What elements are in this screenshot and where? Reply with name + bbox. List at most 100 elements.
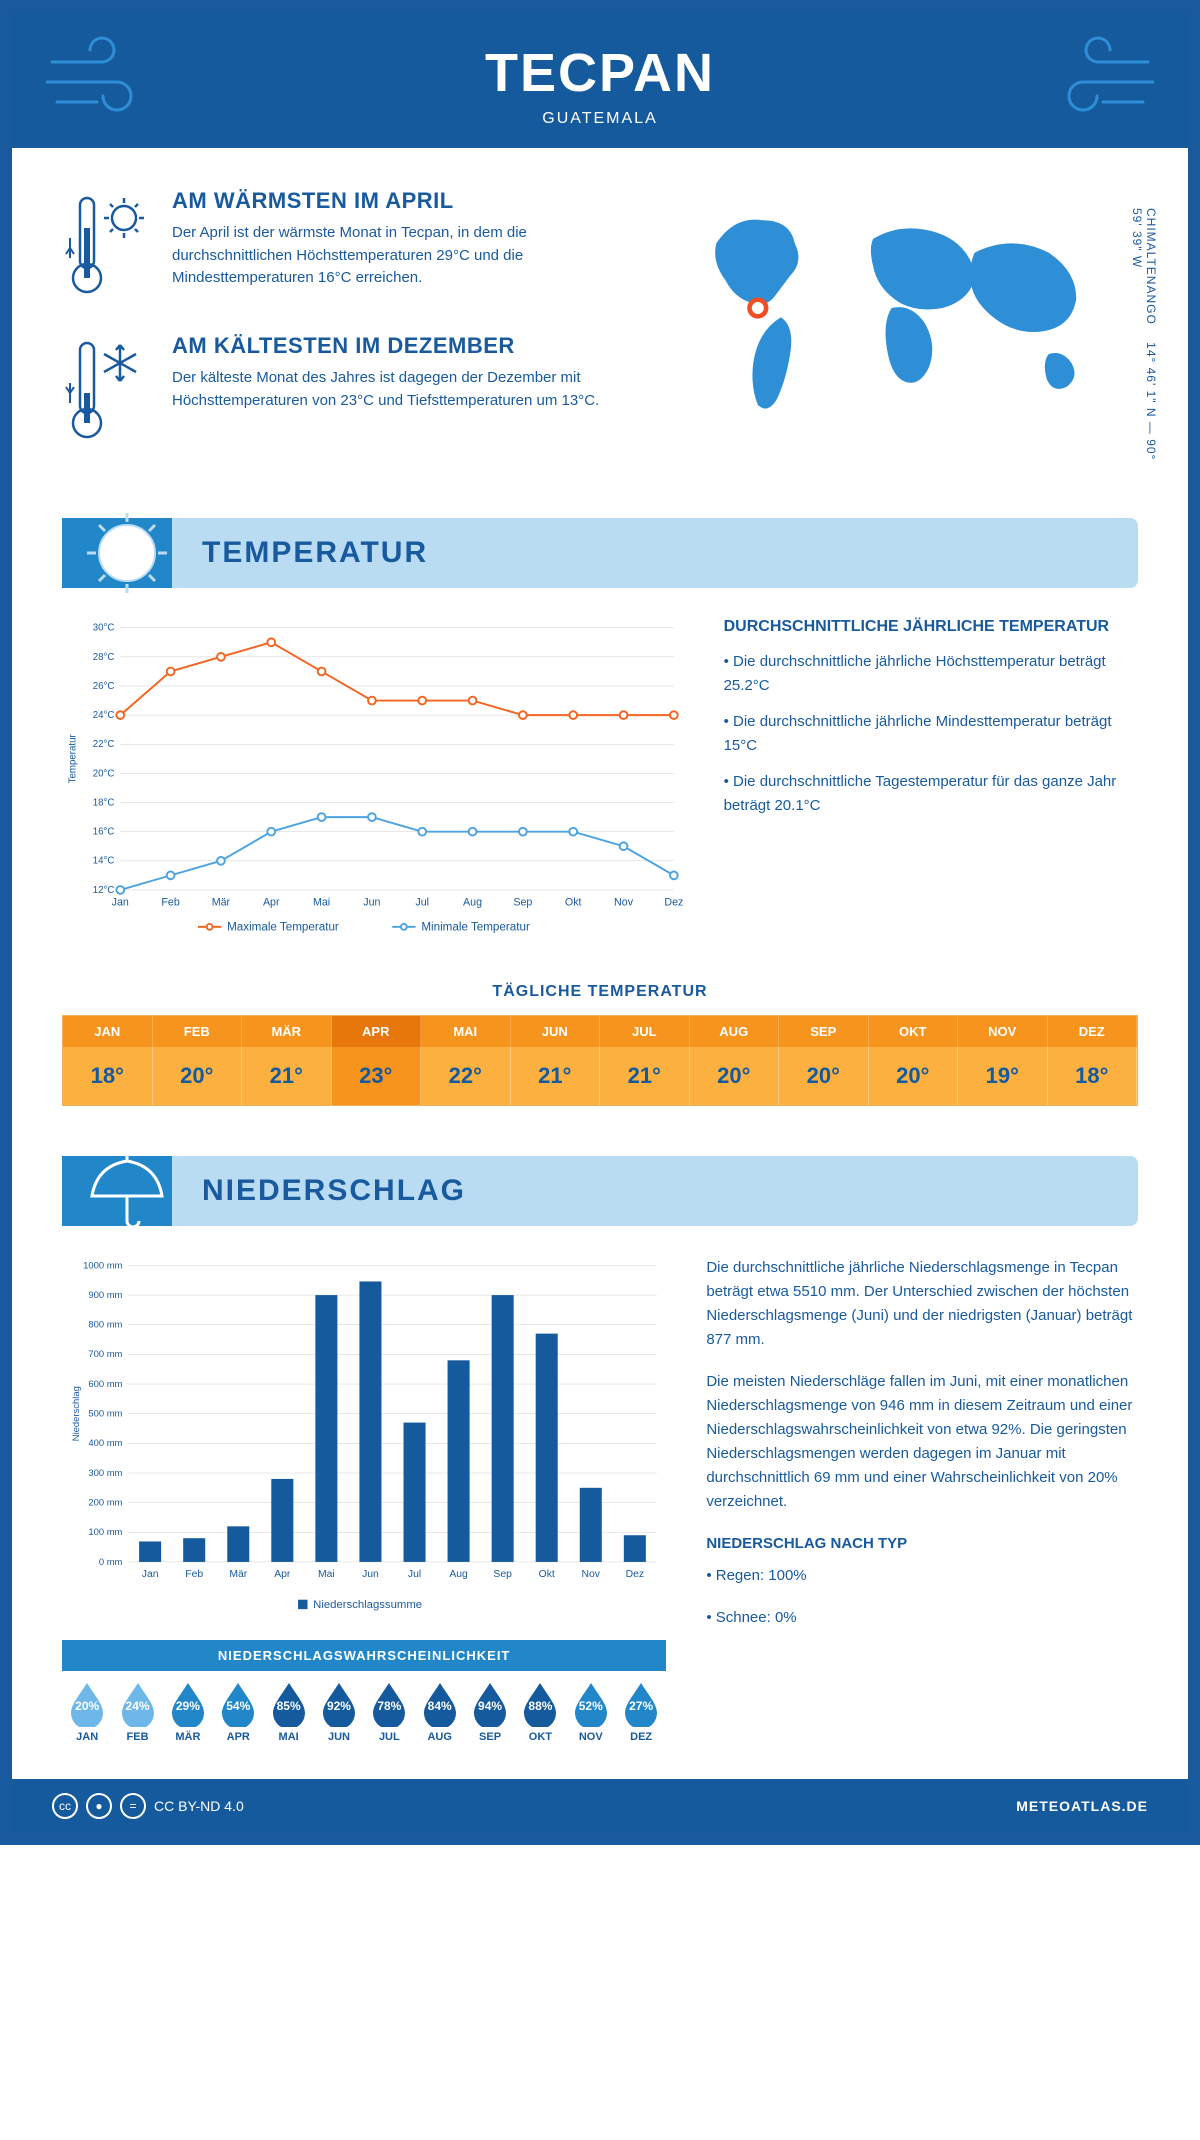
nd-icon: = bbox=[120, 1793, 146, 1819]
svg-text:0 mm: 0 mm bbox=[99, 1557, 123, 1568]
svg-text:Okt: Okt bbox=[565, 896, 582, 908]
daily-temp-heading: TÄGLICHE TEMPERATUR bbox=[62, 983, 1138, 1001]
svg-text:Sep: Sep bbox=[513, 896, 532, 908]
svg-text:Minimale Temperatur: Minimale Temperatur bbox=[421, 921, 530, 934]
svg-text:22°C: 22°C bbox=[93, 739, 115, 750]
svg-text:Dez: Dez bbox=[664, 896, 683, 908]
svg-text:Jul: Jul bbox=[415, 896, 429, 908]
table-cell: 20° bbox=[690, 1047, 780, 1105]
table-header: MAI bbox=[421, 1016, 511, 1047]
table-header: JUL bbox=[600, 1016, 690, 1047]
page-subtitle: GUATEMALA bbox=[32, 110, 1168, 128]
svg-text:Temperatur: Temperatur bbox=[68, 734, 79, 784]
umbrella-icon bbox=[82, 1146, 172, 1236]
table-header: OKT bbox=[869, 1016, 959, 1047]
table-header: APR bbox=[332, 1016, 422, 1047]
probability-cell: 29% MÄR bbox=[163, 1671, 213, 1749]
coldest-text: Der kälteste Monat des Jahres ist dagege… bbox=[172, 367, 605, 412]
svg-text:16°C: 16°C bbox=[93, 827, 115, 838]
raindrop-icon: 24% bbox=[119, 1681, 157, 1727]
section-header-temperature: TEMPERATUR bbox=[62, 518, 1138, 588]
temperature-line-chart: 12°C14°C16°C18°C20°C22°C24°C26°C28°C30°C… bbox=[62, 618, 684, 948]
svg-text:Maximale Temperatur: Maximale Temperatur bbox=[227, 921, 339, 934]
wind-icon bbox=[42, 32, 152, 122]
probability-cell: 84% AUG bbox=[415, 1671, 465, 1749]
svg-text:Niederschlagssumme: Niederschlagssumme bbox=[313, 1599, 422, 1611]
raindrop-icon: 54% bbox=[219, 1681, 257, 1727]
probability-cell: 94% SEP bbox=[465, 1671, 515, 1749]
header: TECPAN GUATEMALA bbox=[12, 12, 1188, 148]
table-cell: 20° bbox=[153, 1047, 243, 1105]
table-header: DEZ bbox=[1048, 1016, 1138, 1047]
license: cc ● = CC BY-ND 4.0 bbox=[52, 1793, 244, 1819]
probability-cell: 27% DEZ bbox=[616, 1671, 666, 1749]
svg-text:500 mm: 500 mm bbox=[88, 1409, 122, 1420]
probability-cell: 85% MAI bbox=[263, 1671, 313, 1749]
table-cell: 22° bbox=[421, 1047, 511, 1105]
svg-text:Dez: Dez bbox=[626, 1569, 644, 1580]
svg-text:Jun: Jun bbox=[362, 1569, 379, 1580]
svg-text:Nov: Nov bbox=[582, 1569, 601, 1580]
footer: cc ● = CC BY-ND 4.0 METEOATLAS.DE bbox=[12, 1779, 1188, 1833]
raindrop-icon: 29% bbox=[169, 1681, 207, 1727]
svg-text:30°C: 30°C bbox=[93, 623, 115, 634]
svg-text:20°C: 20°C bbox=[93, 768, 115, 779]
warmest-text: Der April ist der wärmste Monat in Tecpa… bbox=[172, 222, 605, 290]
svg-text:Jan: Jan bbox=[112, 896, 129, 908]
coordinates: CHIMALTENANGO 14° 46' 1" N — 90° 59' 39"… bbox=[1130, 208, 1158, 478]
svg-text:Mai: Mai bbox=[318, 1569, 335, 1580]
svg-text:28°C: 28°C bbox=[93, 652, 115, 663]
raindrop-icon: 20% bbox=[68, 1681, 106, 1727]
probability-cell: 88% OKT bbox=[515, 1671, 565, 1749]
probability-heading: NIEDERSCHLAGSWAHRSCHEINLICHKEIT bbox=[62, 1640, 666, 1671]
raindrop-icon: 92% bbox=[320, 1681, 358, 1727]
infographic-page: TECPAN GUATEMALA AM WÄRMSTEN IM APRIL De… bbox=[0, 0, 1200, 1845]
svg-text:600 mm: 600 mm bbox=[88, 1379, 122, 1390]
by-icon: ● bbox=[86, 1793, 112, 1819]
page-title: TECPAN bbox=[32, 42, 1168, 104]
table-cell: 18° bbox=[63, 1047, 153, 1105]
wind-icon bbox=[1048, 32, 1158, 122]
svg-text:400 mm: 400 mm bbox=[88, 1438, 122, 1449]
svg-text:Jun: Jun bbox=[363, 896, 380, 908]
warmest-title: AM WÄRMSTEN IM APRIL bbox=[172, 188, 605, 214]
svg-text:Apr: Apr bbox=[263, 896, 280, 908]
table-header: JAN bbox=[63, 1016, 153, 1047]
svg-text:200 mm: 200 mm bbox=[88, 1498, 122, 1509]
site-name: METEOATLAS.DE bbox=[1016, 1798, 1148, 1814]
svg-text:Mär: Mär bbox=[212, 896, 231, 908]
table-header: NOV bbox=[958, 1016, 1048, 1047]
probability-cell: 78% JUL bbox=[364, 1671, 414, 1749]
svg-text:26°C: 26°C bbox=[93, 681, 115, 692]
thermometer-hot-icon bbox=[62, 188, 152, 303]
probability-cell: 92% JUN bbox=[314, 1671, 364, 1749]
svg-text:Sep: Sep bbox=[493, 1569, 512, 1580]
table-cell: 23° bbox=[332, 1047, 422, 1105]
svg-text:14°C: 14°C bbox=[93, 856, 115, 867]
table-header: AUG bbox=[690, 1016, 780, 1047]
thermometer-cold-icon bbox=[62, 333, 152, 448]
table-cell: 20° bbox=[869, 1047, 959, 1105]
sun-icon bbox=[82, 508, 172, 598]
daily-temperature-table: JANFEBMÄRAPRMAIJUNJULAUGSEPOKTNOVDEZ18°2… bbox=[62, 1015, 1138, 1106]
table-cell: 19° bbox=[958, 1047, 1048, 1105]
svg-text:Okt: Okt bbox=[539, 1569, 555, 1580]
table-header: SEP bbox=[779, 1016, 869, 1047]
svg-text:18°C: 18°C bbox=[93, 797, 115, 808]
svg-text:Mär: Mär bbox=[229, 1569, 247, 1580]
cc-icon: cc bbox=[52, 1793, 78, 1819]
svg-text:Apr: Apr bbox=[274, 1569, 291, 1580]
probability-cell: 20% JAN bbox=[62, 1671, 112, 1749]
precipitation-bar-chart: 0 mm100 mm200 mm300 mm400 mm500 mm600 mm… bbox=[62, 1256, 666, 1615]
svg-text:Jan: Jan bbox=[142, 1569, 159, 1580]
raindrop-icon: 52% bbox=[572, 1681, 610, 1727]
table-cell: 21° bbox=[511, 1047, 601, 1105]
section-header-precipitation: NIEDERSCHLAG bbox=[62, 1156, 1138, 1226]
svg-text:Niederschlag: Niederschlag bbox=[71, 1386, 82, 1441]
table-header: MÄR bbox=[242, 1016, 332, 1047]
table-cell: 18° bbox=[1048, 1047, 1138, 1105]
svg-text:900 mm: 900 mm bbox=[88, 1290, 122, 1301]
svg-text:Feb: Feb bbox=[185, 1569, 203, 1580]
svg-text:Aug: Aug bbox=[463, 896, 482, 908]
temperature-summary: DURCHSCHNITTLICHE JÄHRLICHE TEMPERATUR •… bbox=[724, 618, 1138, 953]
